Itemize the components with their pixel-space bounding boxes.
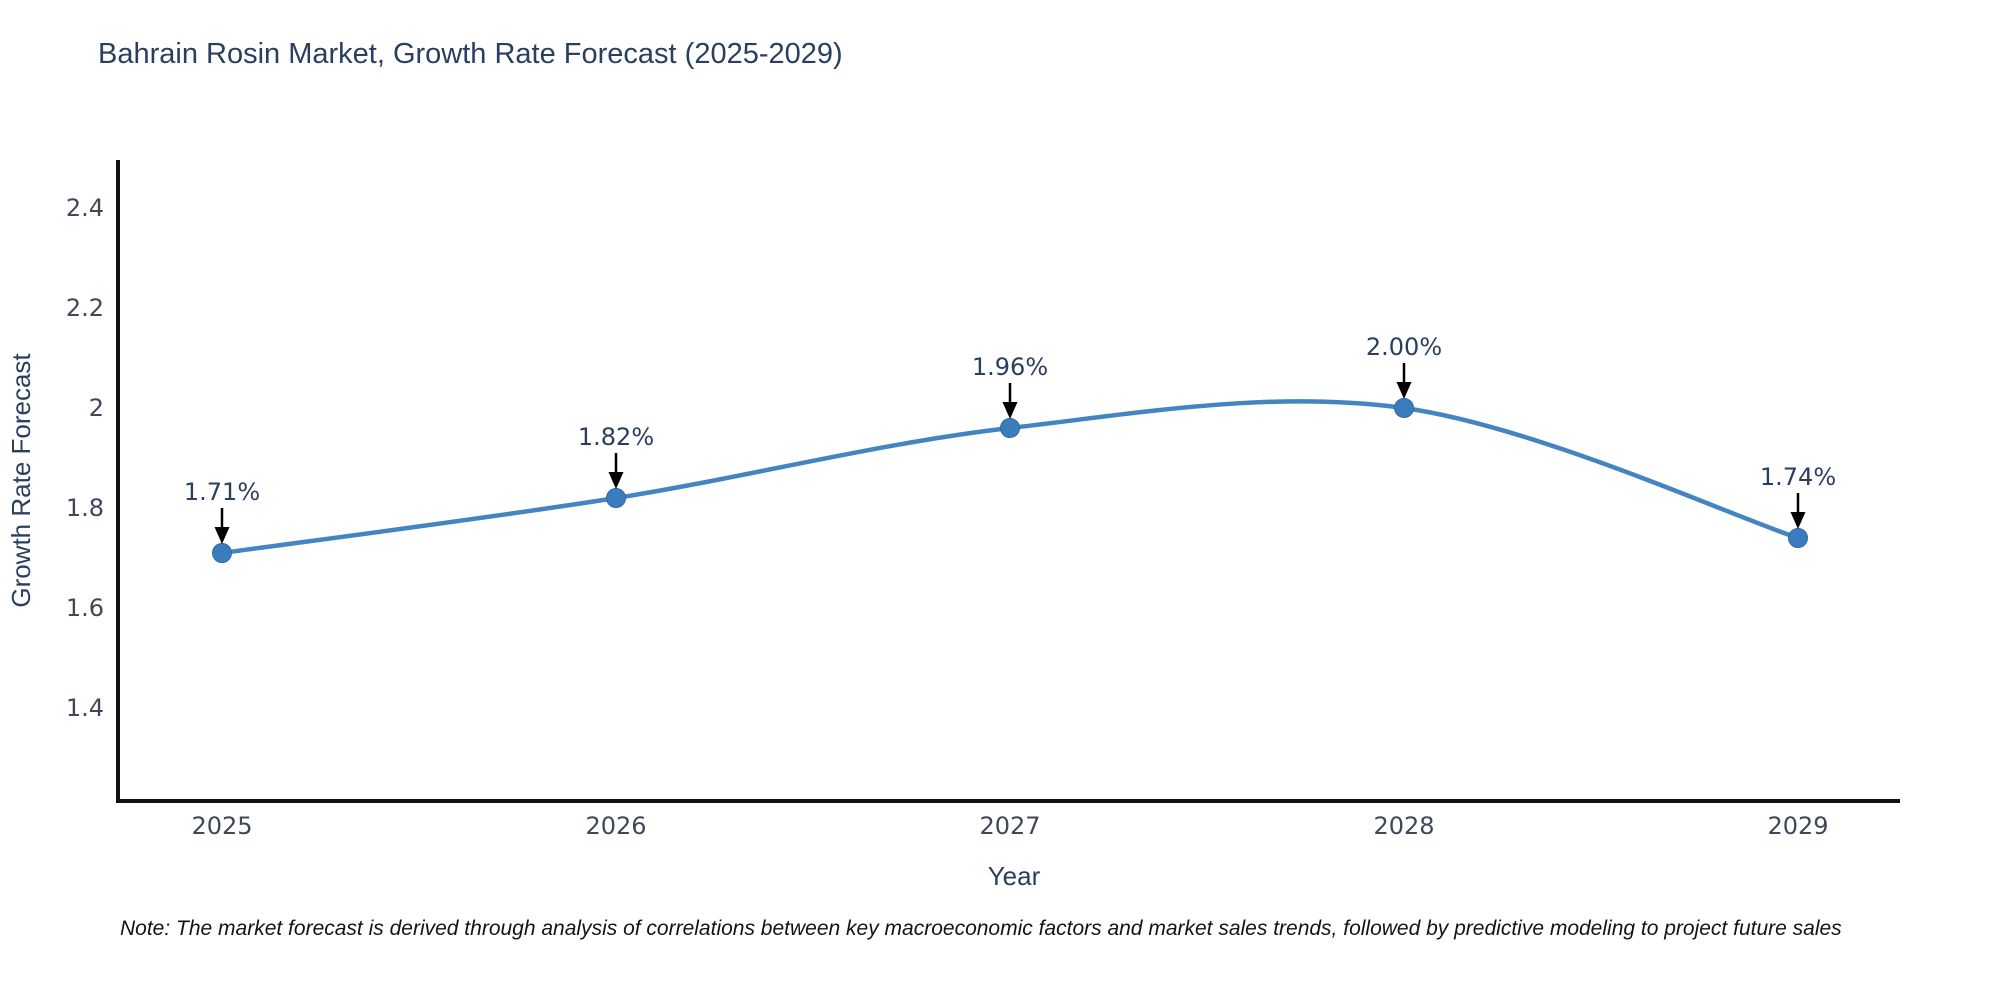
data-point-marker bbox=[1000, 418, 1020, 438]
y-tick-label: 1.8 bbox=[66, 494, 104, 522]
annotation-arrow-head bbox=[608, 472, 624, 489]
footnote: Note: The market forecast is derived thr… bbox=[120, 917, 1842, 940]
annotation-label: 1.74% bbox=[1760, 463, 1836, 491]
x-tick-label: 2026 bbox=[585, 812, 646, 840]
annotation-label: 1.71% bbox=[184, 478, 260, 506]
chart-title: Bahrain Rosin Market, Growth Rate Foreca… bbox=[98, 38, 843, 70]
data-point-marker bbox=[606, 488, 626, 508]
x-tick-label: 2028 bbox=[1373, 812, 1434, 840]
x-tick-label: 2029 bbox=[1767, 812, 1828, 840]
data-point-marker bbox=[212, 543, 232, 563]
data-point-marker bbox=[1394, 398, 1414, 418]
annotation-arrow-head bbox=[214, 527, 230, 544]
annotation-arrow-head bbox=[1790, 512, 1806, 529]
annotation-label: 1.82% bbox=[578, 423, 654, 451]
y-tick-label: 2.4 bbox=[66, 194, 104, 222]
y-tick-label: 2 bbox=[89, 394, 104, 422]
data-point-marker bbox=[1788, 528, 1808, 548]
y-tick-label: 1.6 bbox=[66, 594, 104, 622]
annotation-arrow-head bbox=[1396, 382, 1412, 399]
x-tick-label: 2027 bbox=[979, 812, 1040, 840]
y-tick-label: 2.2 bbox=[66, 294, 104, 322]
x-tick-label: 2025 bbox=[191, 812, 252, 840]
y-tick-label: 1.4 bbox=[66, 694, 104, 722]
x-axis-title: Year bbox=[988, 861, 1041, 891]
y-axis-title: Growth Rate Forecast bbox=[6, 353, 36, 608]
annotation-label: 1.96% bbox=[972, 353, 1048, 381]
annotation-arrow-head bbox=[1002, 402, 1018, 419]
annotation-label: 2.00% bbox=[1366, 333, 1442, 361]
